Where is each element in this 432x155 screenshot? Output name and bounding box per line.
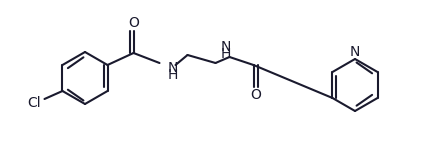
Text: Cl: Cl: [28, 96, 41, 110]
Text: N: N: [220, 40, 231, 54]
Text: H: H: [220, 47, 231, 61]
Text: N: N: [168, 61, 178, 75]
Text: O: O: [250, 88, 261, 102]
Text: N: N: [350, 45, 360, 59]
Text: H: H: [168, 68, 178, 82]
Text: O: O: [128, 16, 139, 30]
